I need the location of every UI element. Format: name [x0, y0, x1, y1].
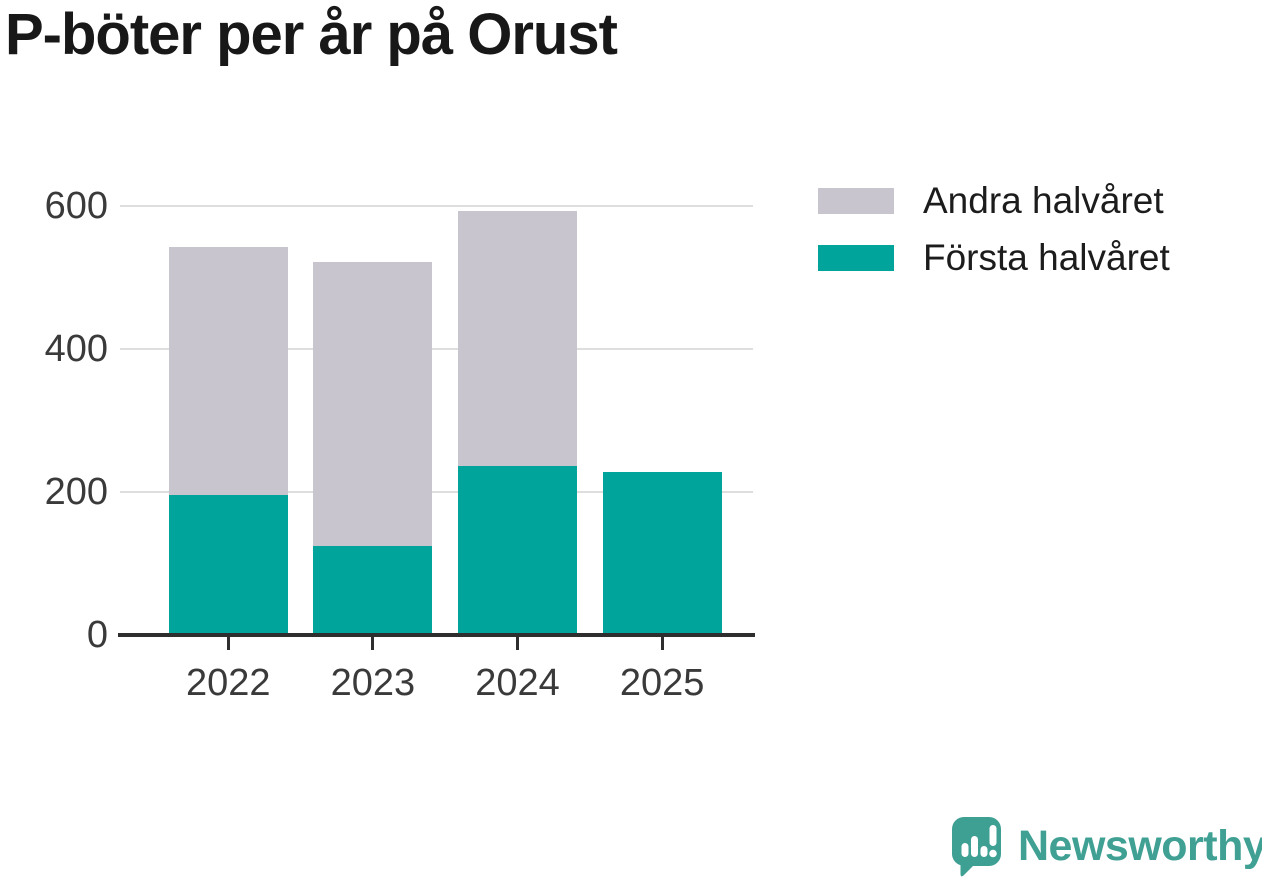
- legend-label-andra-halvaret: Andra halvåret: [923, 180, 1164, 221]
- x-axis-tick-2023: [371, 637, 375, 650]
- legend: Andra halvåret Första halvåret: [818, 180, 1170, 294]
- bar-andra-halvaret-2022: [168, 247, 288, 496]
- x-axis-tick-2025: [660, 637, 664, 650]
- gridline-400: [120, 347, 753, 350]
- bar-forsta-halvaret-2022: [168, 495, 288, 637]
- x-axis-label-2024: 2024: [475, 662, 560, 704]
- newsworthy-logo: Newsworthy: [951, 816, 1262, 877]
- x-axis-line: [118, 633, 755, 637]
- gridline-200: [120, 490, 753, 493]
- chart-title: P-böter per år på Orust: [5, 2, 618, 67]
- bar-forsta-halvaret-2025: [602, 471, 722, 637]
- legend-label-forsta-halvaret: Första halvåret: [923, 237, 1170, 278]
- bar-andra-halvaret-2024: [458, 210, 577, 467]
- newsworthy-bubble-chart-icon: [952, 817, 1001, 877]
- gridline-600: [120, 204, 753, 207]
- x-axis-label-2023: 2023: [330, 662, 416, 704]
- bar-andra-halvaret-2023: [313, 261, 433, 547]
- legend-swatch-forsta-halvaret: [818, 245, 894, 271]
- y-axis-label-400: 400: [44, 327, 108, 370]
- x-axis-label-2022: 2022: [186, 662, 271, 704]
- x-axis-tick-2022: [226, 637, 230, 650]
- y-axis-label-200: 200: [44, 470, 108, 513]
- legend-swatch-andra-halvaret: [818, 188, 894, 214]
- y-axis-label-600: 600: [44, 184, 108, 227]
- x-axis-label-2025: 2025: [619, 662, 705, 704]
- bar-forsta-halvaret-2023: [313, 546, 433, 637]
- x-axis-tick-2024: [516, 637, 519, 650]
- legend-item-andra-halvaret: Andra halvåret: [818, 180, 1170, 222]
- bar-forsta-halvaret-2024: [458, 466, 577, 637]
- newsworthy-logo-text: Newsworthy: [1018, 822, 1262, 870]
- legend-item-forsta-halvaret: Första halvåret: [818, 237, 1170, 279]
- y-axis-label-0: 0: [86, 614, 108, 656]
